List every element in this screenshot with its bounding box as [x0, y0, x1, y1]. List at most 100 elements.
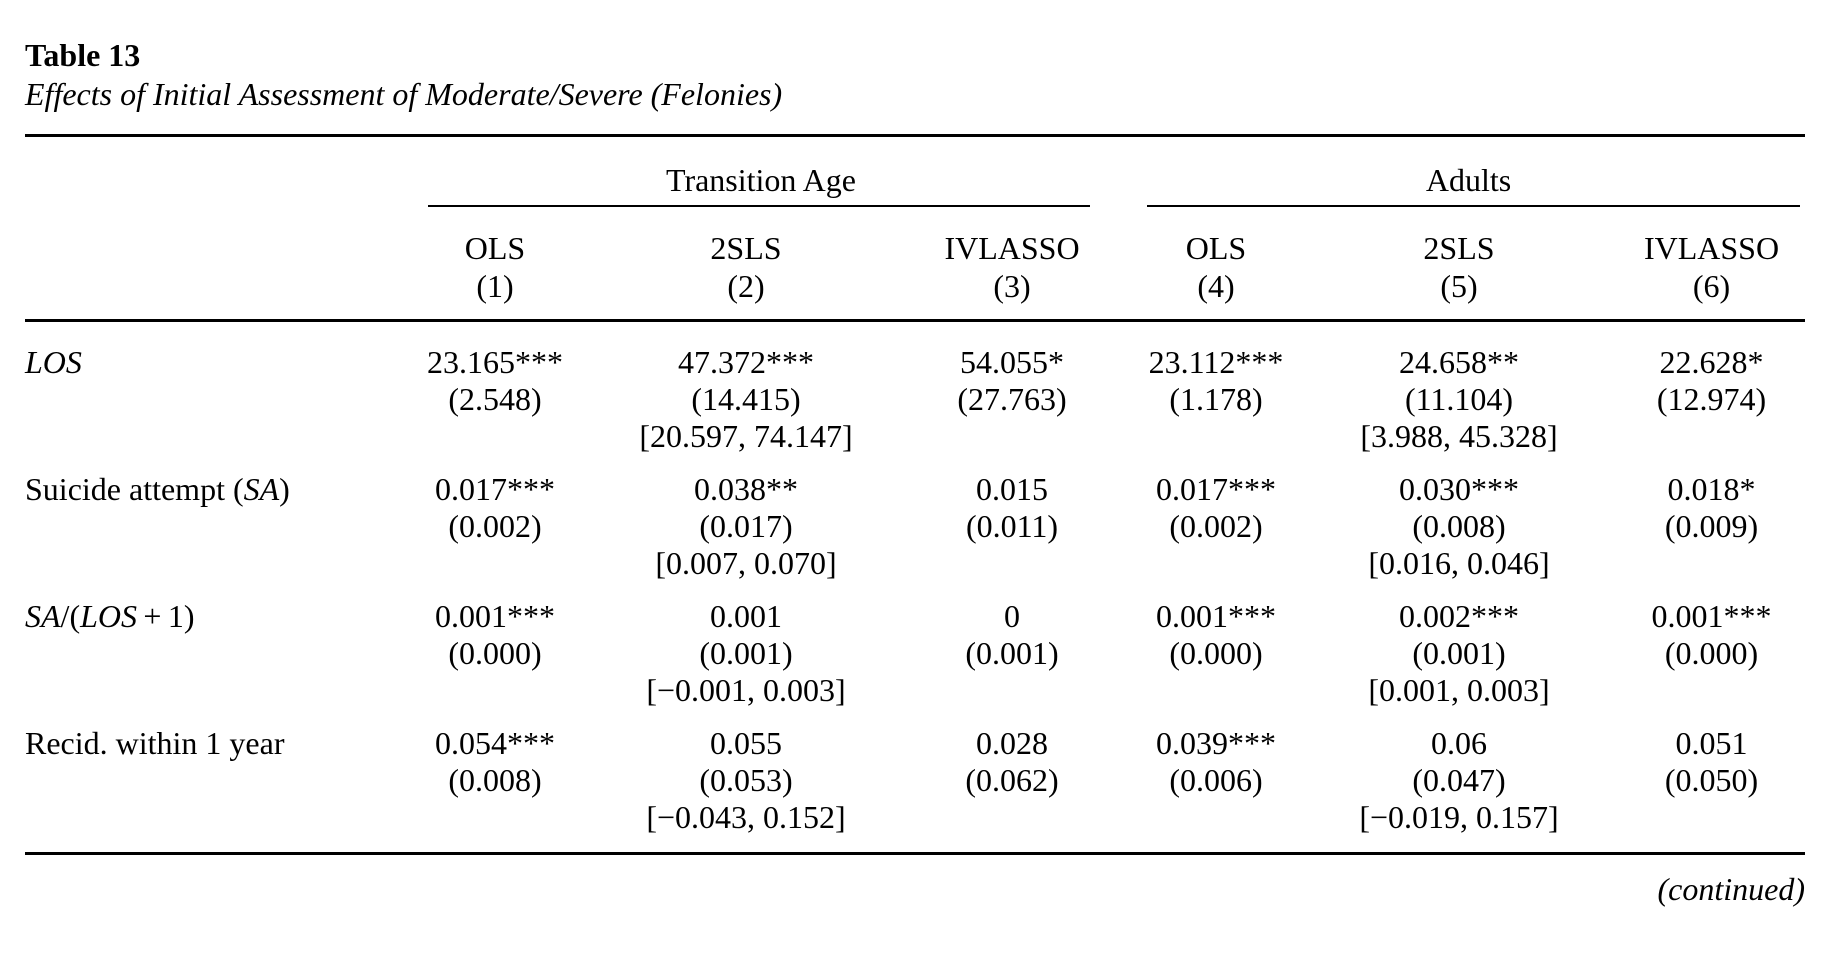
estimate-value: 0.028 [976, 725, 1048, 761]
cell-standard-error: (0.002) [448, 508, 542, 544]
table-cell: 0.001 (0.001) [−0.001, 0.003] [600, 598, 892, 709]
rule-mid [25, 319, 1805, 322]
cell-confidence-interval [1132, 545, 1300, 582]
estimate-value: 0.055 [710, 725, 782, 761]
table-cell: 0.017*** (0.002) [1132, 471, 1300, 582]
estimate-value: 0.038 [694, 471, 766, 507]
table-cell: 23.165*** (2.548) [390, 344, 600, 455]
cell-standard-error: (0.006) [1169, 762, 1263, 798]
cell-estimate: 54.055* [892, 344, 1132, 381]
table-cell: 22.628* (12.974) [1618, 344, 1805, 455]
table-subtitle: Effects of Initial Assessment of Moderat… [25, 76, 783, 112]
group-underline [1147, 205, 1800, 207]
cell-estimate: 0.001*** [1618, 598, 1805, 635]
header-spacer [25, 207, 390, 305]
table-cell: 0.001*** (0.000) [1618, 598, 1805, 709]
cell-confidence-interval [1618, 672, 1805, 709]
continued-note: (continued) [1657, 871, 1806, 907]
cell-standard-error: (0.009) [1664, 508, 1759, 544]
cell-confidence-interval [390, 545, 600, 582]
cell-estimate: 0.054*** [390, 725, 600, 762]
estimate-value: 0.002 [1399, 598, 1471, 634]
table-cell: 0.051 (0.050) [1618, 725, 1805, 836]
cell-standard-error: (0.001) [1412, 635, 1506, 671]
significance-stars: * [1048, 344, 1064, 380]
column-number-label: (2) [727, 268, 765, 304]
row-label: Suicide attempt (SA) [25, 471, 390, 582]
cell-standard-error: (0.000) [1169, 635, 1263, 671]
rule-top [25, 134, 1805, 137]
estimate-value: 0.001 [1156, 598, 1228, 634]
cell-confidence-interval: [−0.019, 0.157] [1359, 799, 1559, 835]
column-number-label: (4) [1197, 268, 1235, 304]
column-method-label: 2SLS [1423, 230, 1495, 266]
header-spacer [25, 137, 390, 207]
estimate-value: 0.018 [1667, 471, 1740, 507]
table-body: LOS 23.165*** (2.548) 47.372*** (14.415)… [25, 344, 1805, 836]
table-row: SA/(LOS + 1) 0.001*** (0.000) 0.001 (0.0… [25, 598, 1805, 709]
row-label-part: LOS [25, 344, 82, 380]
row-label: Recid. within 1 year [25, 725, 390, 836]
cell-standard-error: (0.001) [699, 635, 793, 671]
table-row: Suicide attempt (SA) 0.017*** (0.002) 0.… [25, 471, 1805, 582]
cell-estimate: 0.038** [600, 471, 892, 508]
row-label: SA/(LOS + 1) [25, 598, 390, 709]
cell-standard-error: (0.062) [965, 762, 1059, 798]
cell-standard-error: (0.001) [965, 635, 1059, 671]
column-number-label: (1) [476, 268, 514, 304]
column-method-label: OLS [1185, 230, 1247, 266]
cell-estimate: 0 [892, 598, 1132, 635]
table-cell: 23.112*** (1.178) [1132, 344, 1300, 455]
column-method-label: 2SLS [710, 230, 782, 266]
estimate-value: 23.112 [1148, 344, 1236, 380]
rule-bottom [25, 852, 1805, 855]
table-cell: 0.039*** (0.006) [1132, 725, 1300, 836]
cell-estimate: 23.165*** [390, 344, 600, 381]
group-label: Transition Age [666, 162, 856, 198]
estimate-value: 0.051 [1675, 725, 1748, 761]
row-label: LOS [25, 344, 390, 455]
significance-stars: *** [1235, 344, 1284, 380]
estimate-value: 0.039 [1156, 725, 1228, 761]
column-header-1: OLS (1) [390, 229, 600, 305]
significance-stars: *** [1228, 725, 1276, 761]
cell-confidence-interval [390, 672, 600, 709]
table-row: Recid. within 1 year 0.054*** (0.008) 0.… [25, 725, 1805, 836]
cell-estimate: 0.055 [600, 725, 892, 762]
cell-estimate: 0.039*** [1132, 725, 1300, 762]
cell-confidence-interval: [0.001, 0.003] [1368, 672, 1550, 708]
column-number-label: (3) [993, 268, 1031, 304]
cell-standard-error: (1.178) [1169, 381, 1263, 417]
significance-stars: *** [507, 725, 555, 761]
significance-stars: * [1739, 471, 1756, 507]
cell-standard-error: (12.974) [1656, 381, 1767, 417]
significance-stars: *** [1228, 598, 1276, 634]
table-cell: 24.658** (11.104) [3.988, 45.328] [1300, 344, 1618, 455]
cell-estimate: 0.030*** [1300, 471, 1618, 508]
cell-confidence-interval [892, 672, 1132, 709]
row-label-part: + 1) [137, 598, 195, 634]
column-header-3: IVLASSO (3) [892, 229, 1132, 305]
cell-estimate: 0.001*** [390, 598, 600, 635]
table-cell: 0.015 (0.011) [892, 471, 1132, 582]
cell-confidence-interval: [3.988, 45.328] [1360, 418, 1558, 454]
cell-confidence-interval [1618, 545, 1805, 582]
table-cell: 0.055 (0.053) [−0.043, 0.152] [600, 725, 892, 836]
cell-confidence-interval [1618, 799, 1805, 836]
cell-confidence-interval [1132, 418, 1300, 455]
table-cell: 0.001*** (0.000) [390, 598, 600, 709]
header-group-row: Transition Age Adults [25, 137, 1805, 207]
significance-stars: *** [515, 344, 563, 380]
table-cell: 54.055* (27.763) [892, 344, 1132, 455]
cell-standard-error: (0.000) [1664, 635, 1759, 671]
cell-confidence-interval: [−0.001, 0.003] [646, 672, 846, 708]
estimate-value: 0.001 [710, 598, 782, 634]
significance-stars: ** [766, 471, 798, 507]
table-cell: 0.002*** (0.001) [0.001, 0.003] [1300, 598, 1618, 709]
cell-estimate: 0.001 [600, 598, 892, 635]
group-header-transition-age: Transition Age [390, 137, 1132, 207]
row-label-part: Suicide attempt ( [25, 471, 244, 507]
significance-stars: *** [507, 598, 555, 634]
significance-stars: *** [1471, 598, 1519, 634]
